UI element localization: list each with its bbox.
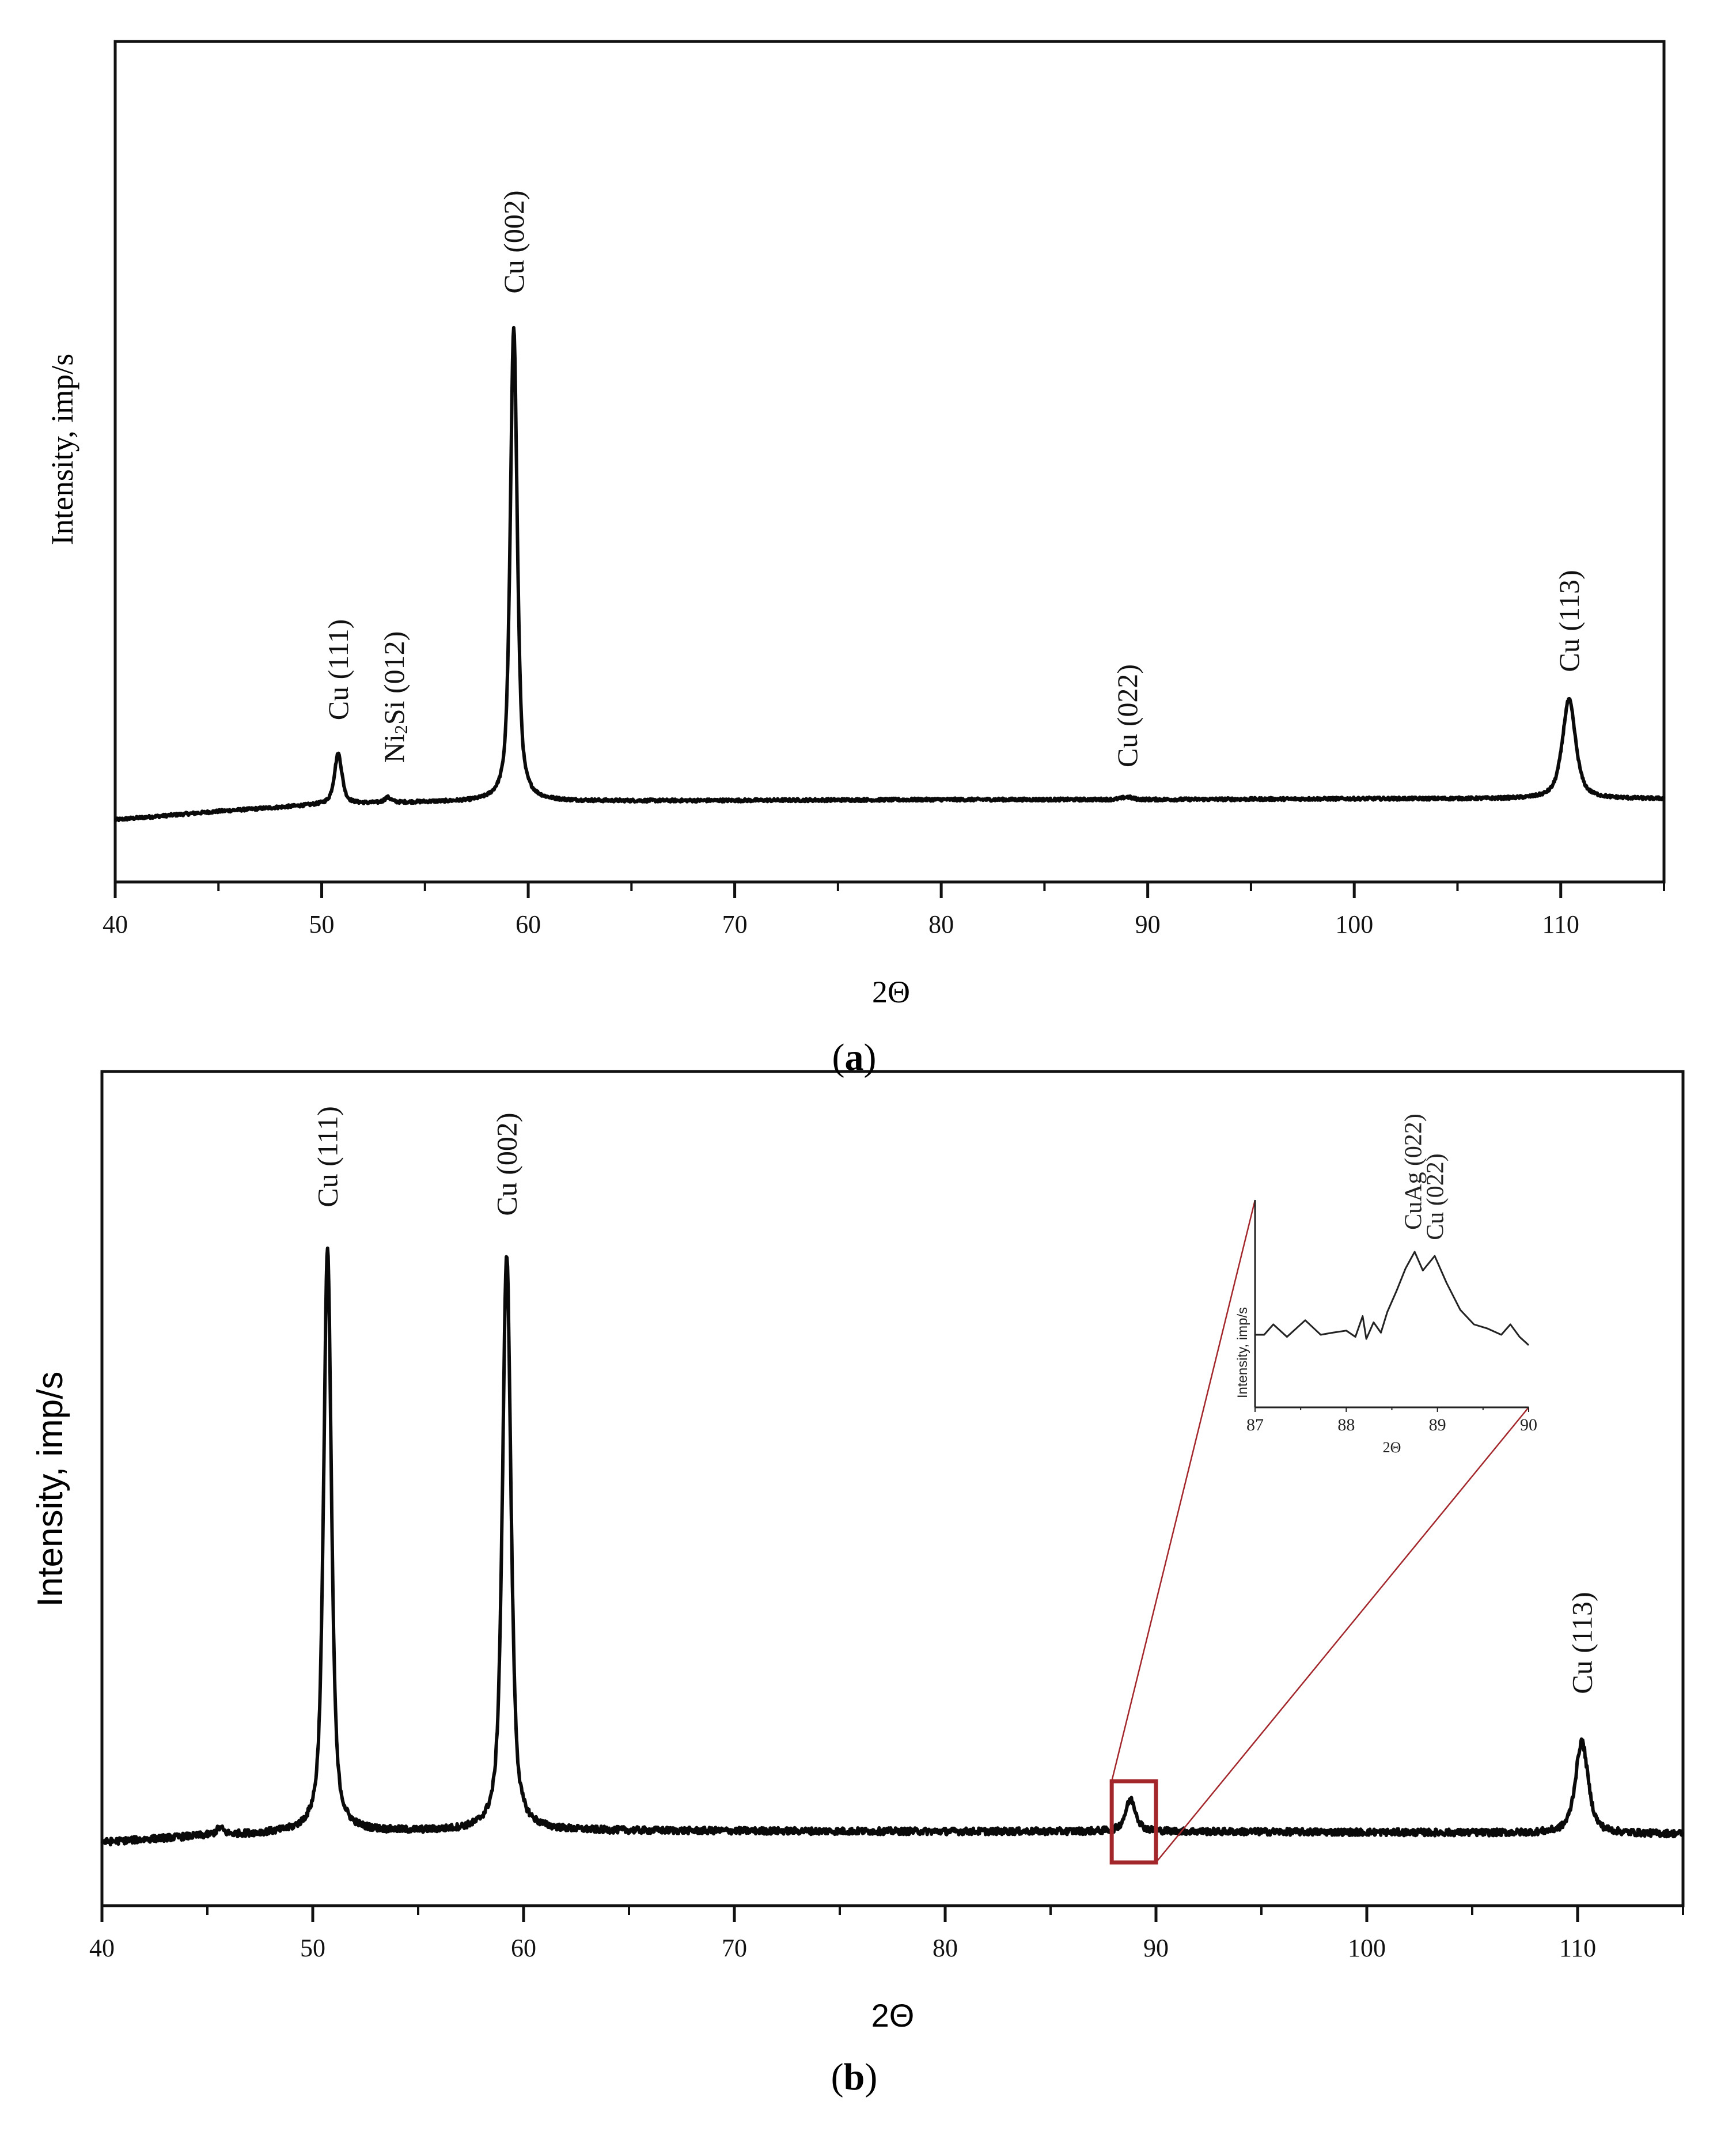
- x-tick-label: 50: [300, 1934, 325, 1962]
- inset-x-axis-label: 2Θ: [1383, 1439, 1401, 1456]
- panel-b-caption: (b): [831, 2056, 878, 2098]
- zoom-connector-line: [1155, 1407, 1529, 1863]
- x-tick-label: 90: [1143, 1934, 1169, 1962]
- peak-label: Ni2Si (012): [378, 631, 411, 763]
- peak-label: Cu (022): [1111, 664, 1143, 767]
- peak-labels: Cu (111) Cu (002) Cu (113): [312, 1106, 1598, 1694]
- x-tick-label: 70: [722, 1934, 747, 1962]
- inset-tick-label: 88: [1337, 1415, 1355, 1434]
- panel-a-y-axis-label: Intensity, imp/s: [45, 354, 79, 546]
- x-tick-label: 110: [1542, 910, 1579, 938]
- x-tick-label: 70: [722, 910, 748, 938]
- peak-label: Cu (111): [322, 619, 354, 720]
- panel-b-y-axis-label: Intensity, imp/s: [31, 1372, 70, 1607]
- panel-a-caption: (a): [832, 1036, 877, 1078]
- x-tick-label: 60: [511, 1934, 536, 1962]
- x-axis-ticks: 40 50 60 70 80 90 100 110: [103, 882, 1665, 938]
- x-tick-label: 40: [103, 910, 128, 938]
- inset-chart: 87 88 89 90 2Θ Intensity, imp/s CuAg (022)Cu (…: [1109, 1114, 1537, 1865]
- xrd-curve: [113, 325, 1666, 823]
- inset-tick-label: 89: [1429, 1415, 1446, 1434]
- x-axis-ticks: 40 50 60 70 80 90 100 110: [89, 1906, 1684, 1962]
- x-tick-label: 100: [1348, 1934, 1386, 1962]
- x-tick-label: 80: [928, 910, 954, 938]
- inset-tick-label: 87: [1246, 1415, 1264, 1434]
- panel-b-caption-letter: b: [844, 2056, 865, 2098]
- x-tick-label: 50: [309, 910, 335, 938]
- panel-a-caption-letter: a: [845, 1036, 864, 1078]
- peak-labels: Cu (111) Ni2Si (012) Cu (002) Cu (022) Cu (1…: [322, 190, 1585, 767]
- plot-frame: [113, 40, 1666, 884]
- x-tick-label: 80: [933, 1934, 958, 1962]
- panel-b-x-axis-label: 2Θ: [871, 1997, 915, 2034]
- zoom-highlight-box: [1109, 1779, 1158, 1865]
- x-tick-label: 90: [1135, 910, 1161, 938]
- inset-curve: [1255, 1251, 1530, 1346]
- plot-frame: [100, 1070, 1685, 1907]
- panel-a-x-axis-label: 2Θ: [872, 975, 910, 1009]
- inset-tick-label: 90: [1520, 1415, 1537, 1434]
- x-tick-label: 40: [89, 1934, 115, 1962]
- xrd-curve: [100, 1246, 1685, 1847]
- zoom-connector-line: [1110, 1199, 1256, 1782]
- peak-label: Cu (002): [498, 190, 530, 293]
- inset-peak-label: CuAg (022): [1401, 1114, 1427, 1230]
- inset-y-axis-label: Intensity, imp/s: [1235, 1307, 1250, 1398]
- inset-peak-label: Cu (022): [1423, 1153, 1449, 1240]
- x-tick-label: 110: [1559, 1934, 1596, 1962]
- peak-label: Cu (002): [491, 1112, 523, 1216]
- peak-label: Cu (111): [312, 1106, 344, 1207]
- x-tick-label: 60: [516, 910, 541, 938]
- x-tick-label: 100: [1335, 910, 1373, 938]
- peak-label: Cu (113): [1553, 570, 1585, 672]
- peak-label: Cu (113): [1566, 1592, 1598, 1694]
